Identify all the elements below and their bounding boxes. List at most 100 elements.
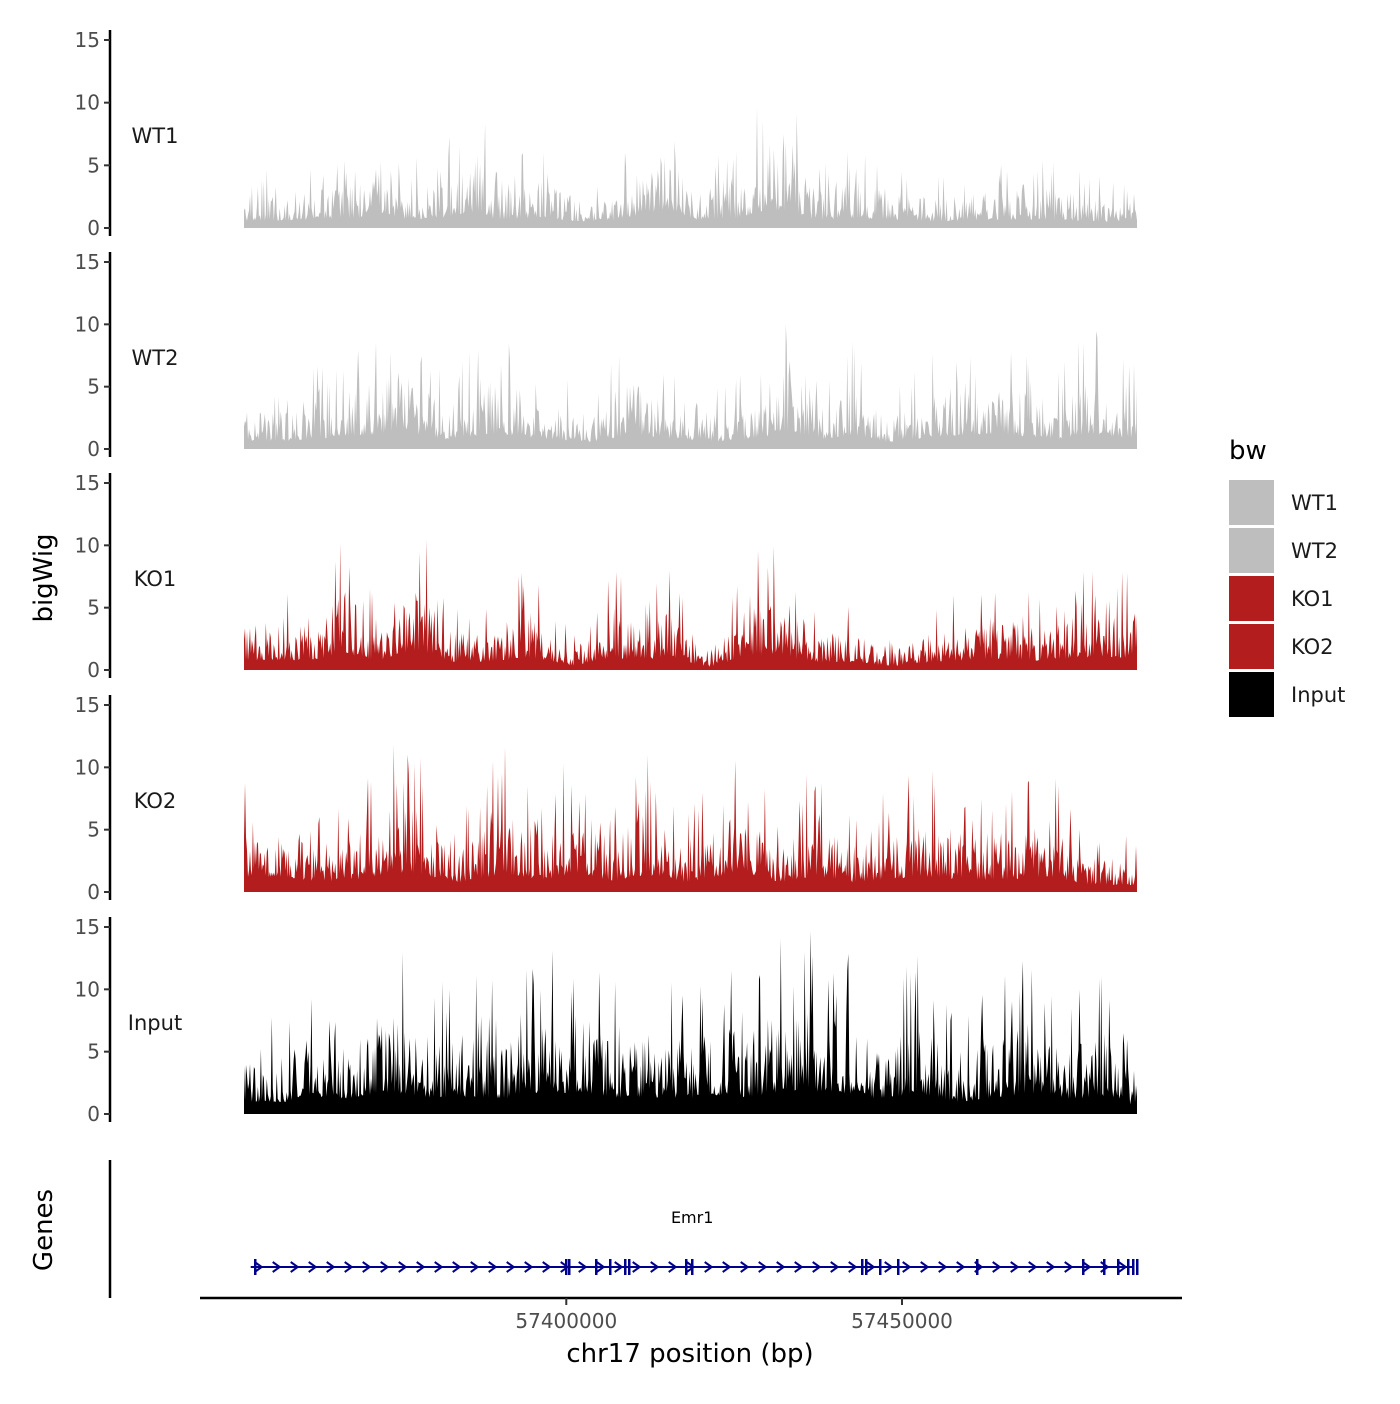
y-tick-label: 10 [75, 977, 100, 1001]
coverage-area-wt1 [244, 106, 1137, 228]
strand-arrow [722, 1261, 732, 1273]
coverage-area-ko1 [244, 539, 1137, 670]
strand-arrow [524, 1261, 534, 1273]
x-axis: 57400000 57450000 [200, 1296, 1182, 1333]
legend-entry-ko2: KO2 [1229, 624, 1334, 669]
y-tick-label: 0 [87, 216, 100, 240]
legend-swatch [1229, 624, 1274, 669]
exon-mark [897, 1259, 900, 1275]
exon-mark [628, 1259, 631, 1275]
track-label-wt2: WT2 [132, 346, 179, 370]
track-label-wt1: WT1 [132, 124, 179, 148]
strand-arrow [308, 1261, 318, 1273]
strand-arrow [812, 1261, 822, 1273]
legend-swatch [1229, 672, 1274, 717]
exon-mark [624, 1259, 627, 1275]
legend-entry-wt1: WT1 [1229, 480, 1338, 525]
legend-swatch [1229, 576, 1274, 621]
legend: bw WT1 WT2 KO1 KO2 Input [1229, 436, 1345, 717]
strand-arrow [290, 1261, 300, 1273]
strand-arrow [344, 1261, 354, 1273]
strand-arrow [1010, 1261, 1020, 1273]
track-ko1: 0 5 10 15 KO1 [75, 471, 1137, 682]
y-tick-label: 15 [75, 250, 100, 274]
y-tick-label: 0 [87, 1102, 100, 1126]
strand-arrow [452, 1261, 462, 1273]
exon-mark [1136, 1259, 1139, 1275]
strand-arrow [542, 1261, 552, 1273]
y-tick-label: 5 [87, 153, 100, 177]
tracks-layer: 0 5 10 15 WT1 0 5 10 15 WT2 0 5 10 15 KO1 0 5 10 15 KO2 0 5 10… [75, 28, 1137, 1126]
strand-arrow [578, 1261, 588, 1273]
strand-arrow [920, 1261, 930, 1273]
strand-arrow [560, 1261, 570, 1273]
exon-mark [685, 1259, 688, 1275]
y-tick-label: 5 [87, 818, 100, 842]
y-tick-label: 15 [75, 693, 100, 717]
y-tick-label: 10 [75, 755, 100, 779]
exon-mark [1082, 1259, 1085, 1275]
strand-arrow [1064, 1261, 1074, 1273]
y-tick-label: 0 [87, 658, 100, 682]
y-tick-label: 15 [75, 915, 100, 939]
strand-arrow [254, 1261, 264, 1273]
x-tick-label: 57450000 [851, 1309, 953, 1333]
strand-arrow [992, 1261, 1002, 1273]
strand-arrow [650, 1261, 660, 1273]
track-label-ko2: KO2 [134, 789, 177, 813]
legend-label: WT2 [1291, 539, 1338, 563]
exon-mark [565, 1259, 568, 1275]
strand-arrow [866, 1261, 876, 1273]
strand-arrow [416, 1261, 426, 1273]
gene-label: Emr1 [671, 1208, 713, 1227]
y-tick-label: 5 [87, 1040, 100, 1064]
y-tick-label: 5 [87, 375, 100, 399]
track-ko2: 0 5 10 15 KO2 [75, 693, 1137, 904]
track-label-ko1: KO1 [134, 567, 177, 591]
genes-track-title: Genes [29, 1189, 59, 1271]
genes-layer: Emr1 [108, 1160, 1139, 1298]
exon-mark [691, 1259, 694, 1275]
strand-arrow [488, 1261, 498, 1273]
strand-arrow [884, 1261, 894, 1273]
y-tick-label: 10 [75, 312, 100, 336]
strand-arrow [758, 1261, 768, 1273]
exon-mark [254, 1259, 257, 1275]
y-tick-label: 15 [75, 471, 100, 495]
exon-mark [1132, 1259, 1135, 1275]
legend-label: KO2 [1291, 635, 1334, 659]
exon-mark [1127, 1259, 1130, 1275]
strand-arrow [794, 1261, 804, 1273]
exon-mark [595, 1259, 598, 1275]
strand-arrow [272, 1261, 282, 1273]
strand-arrow [956, 1261, 966, 1273]
strand-arrow [686, 1261, 696, 1273]
strand-arrow [848, 1261, 858, 1273]
exon-mark [609, 1259, 612, 1275]
strand-arrow [830, 1261, 840, 1273]
legend-entry-input: Input [1229, 672, 1345, 717]
legend-swatch [1229, 480, 1274, 525]
y-axis-title: bigWig [29, 533, 59, 622]
y-tick-label: 0 [87, 437, 100, 461]
strand-arrow [470, 1261, 480, 1273]
coverage-area-wt2 [244, 324, 1137, 449]
coverage-area-ko2 [244, 745, 1137, 892]
exon-mark [879, 1259, 882, 1275]
strand-arrow [1082, 1261, 1092, 1273]
gene-emr1: Emr1 [250, 1208, 1139, 1275]
strand-arrow [380, 1261, 390, 1273]
y-tick-label: 10 [75, 533, 100, 557]
track-wt1: 0 5 10 15 WT1 [75, 28, 1137, 240]
legend-label: KO1 [1291, 587, 1334, 611]
strand-arrow [506, 1261, 516, 1273]
y-tick-label: 0 [87, 880, 100, 904]
strand-arrow [614, 1261, 624, 1273]
exon-mark [976, 1259, 979, 1275]
exon-mark [1103, 1259, 1106, 1275]
strand-arrow [434, 1261, 444, 1273]
legend-label: Input [1291, 683, 1345, 707]
strand-arrow [362, 1261, 372, 1273]
